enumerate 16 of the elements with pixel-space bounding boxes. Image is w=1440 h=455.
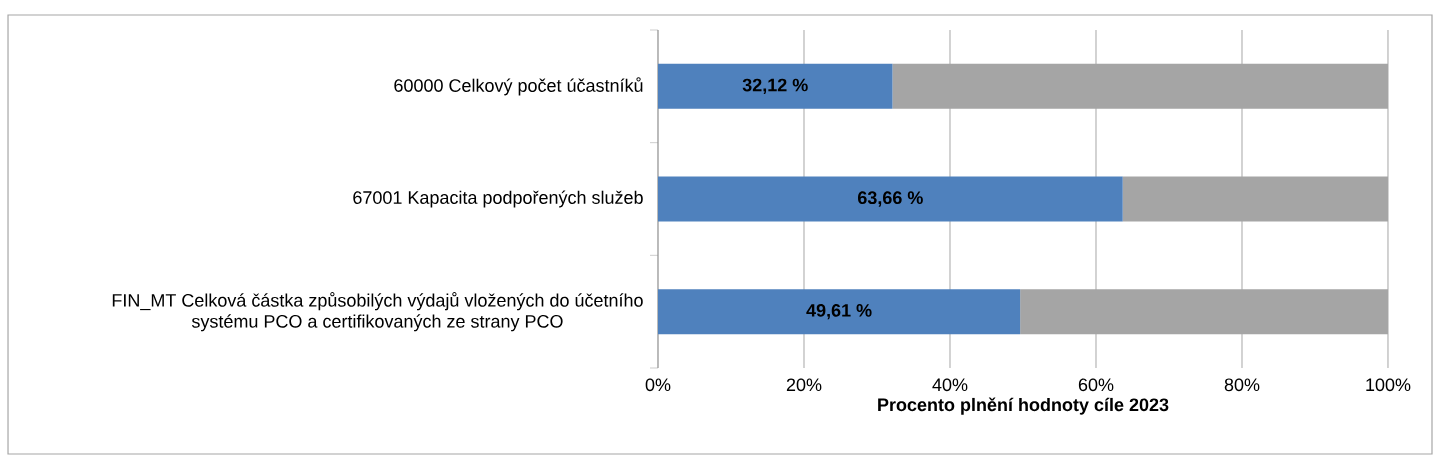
y-tick-label: FIN_MT Celková částka způsobilých výdajů vložených do účetního systému PCO a certifikovaných ze strany PCO: [112, 292, 643, 332]
x-axis-title: Procento plnění hodnoty cíle 2023: [878, 397, 1169, 415]
y-tick-label: 67001 Kapacita podpořených služeb: [353, 190, 643, 208]
x-tick-label: 60%: [1078, 378, 1114, 392]
y-tick-label: 60000 Celkový počet účastníků: [394, 77, 643, 96]
bar: [658, 176, 1123, 222]
data-label: 32,12 %: [742, 78, 808, 95]
data-label: 49,61 %: [806, 303, 872, 320]
data-label: 63,66 %: [858, 191, 923, 207]
x-tick-label: 100%: [1366, 378, 1411, 392]
bar: [658, 63, 893, 109]
x-tick-label: 0%: [645, 378, 671, 392]
x-tick-label: 20%: [786, 378, 822, 392]
x-tick-label: 40%: [932, 378, 968, 392]
x-tick-label: 80%: [1224, 378, 1260, 392]
bar: [658, 289, 1021, 335]
